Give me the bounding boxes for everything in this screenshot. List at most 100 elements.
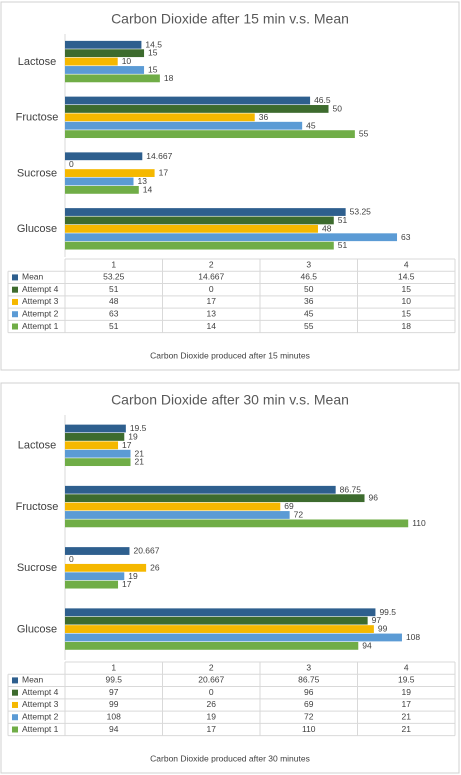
legend-label: Attempt 3 — [22, 699, 59, 709]
table-value: 15 — [402, 308, 412, 318]
table-value: 15 — [402, 284, 412, 294]
legend-label: Attempt 3 — [22, 296, 59, 306]
table-value: 50 — [304, 284, 314, 294]
bar — [65, 502, 281, 511]
category-label: Fructose — [16, 501, 59, 513]
bar — [65, 74, 160, 83]
bar — [65, 152, 143, 161]
chart-title: Carbon Dioxide after 30 min v.s. Mean — [111, 392, 349, 408]
x-axis-title: Carbon Dioxide produced after 30 minutes — [150, 753, 310, 763]
legend-swatch — [12, 701, 18, 708]
bar — [65, 424, 126, 433]
bar — [65, 57, 118, 66]
data-label: 14.667 — [146, 151, 172, 161]
table-header: 4 — [404, 662, 409, 672]
table-value: 17 — [402, 699, 412, 709]
table-header: 2 — [209, 259, 214, 269]
category-label: Lactose — [18, 440, 57, 452]
data-label: 21 — [135, 457, 145, 467]
data-label: 19 — [128, 431, 138, 441]
bar — [65, 113, 255, 122]
table-value: 108 — [107, 711, 121, 721]
data-label: 110 — [412, 518, 426, 528]
chart-frame — [0, 382, 460, 774]
bar — [65, 49, 145, 58]
table-header: 4 — [404, 259, 409, 269]
bar — [65, 449, 131, 458]
data-label: 50 — [333, 103, 343, 113]
data-label: 63 — [401, 232, 411, 242]
legend-label: Attempt 4 — [22, 284, 59, 294]
table-value: 69 — [304, 699, 314, 709]
legend-label: Attempt 2 — [22, 711, 59, 721]
table-value: 10 — [402, 296, 412, 306]
legend-swatch — [12, 323, 18, 330]
legend-label: Mean — [22, 272, 44, 282]
data-label: 20.667 — [133, 546, 159, 556]
data-label: 17 — [159, 168, 169, 178]
table-header: 1 — [111, 259, 116, 269]
data-label: 48 — [322, 223, 332, 233]
bar — [65, 130, 355, 139]
chart-frame — [0, 1, 460, 371]
legend-label: Attempt 1 — [22, 321, 59, 331]
table-header: 2 — [209, 662, 214, 672]
table-header: 3 — [306, 259, 311, 269]
bar — [65, 580, 119, 589]
table-value: 17 — [207, 724, 217, 734]
data-label: 18 — [164, 73, 174, 83]
chart-title: Carbon Dioxide after 15 min v.s. Mean — [111, 11, 349, 27]
bar — [65, 633, 402, 642]
bar — [65, 224, 318, 233]
legend-swatch — [12, 677, 18, 684]
data-label: 86.75 — [340, 484, 362, 494]
table-value: 55 — [304, 321, 314, 331]
table-value: 20.667 — [198, 675, 224, 685]
table-value: 14.5 — [398, 272, 415, 282]
legend-swatch — [12, 726, 18, 733]
legend-swatch — [12, 714, 18, 721]
table-value: 45 — [304, 308, 314, 318]
bar — [65, 40, 142, 49]
data-label: 55 — [359, 129, 369, 139]
data-label: 108 — [406, 632, 420, 642]
legend-swatch — [12, 286, 18, 293]
table-value: 26 — [207, 699, 217, 709]
table-value: 96 — [304, 687, 314, 697]
table-value: 0 — [209, 687, 214, 697]
data-label: 19.5 — [130, 423, 147, 433]
data-label: 99.5 — [379, 607, 396, 617]
table-value: 110 — [302, 724, 316, 734]
bar — [65, 616, 368, 625]
table-value: 51 — [109, 284, 119, 294]
table-value: 17 — [207, 296, 217, 306]
legend-swatch — [12, 311, 18, 318]
table-value: 94 — [109, 724, 119, 734]
legend-swatch — [12, 274, 18, 281]
data-label: 15 — [148, 48, 158, 58]
data-label: 26 — [150, 562, 160, 572]
bar — [65, 608, 376, 617]
x-axis-title: Carbon Dioxide produced after 15 minutes — [150, 350, 310, 360]
bar — [65, 105, 329, 113]
data-label: 51 — [338, 215, 348, 225]
data-label: 46.5 — [314, 95, 331, 105]
bar — [65, 185, 139, 194]
table-value: 13 — [207, 308, 217, 318]
bar — [65, 216, 334, 225]
bar — [65, 169, 155, 177]
bar — [65, 208, 346, 216]
bar — [65, 485, 336, 494]
table-value: 99.5 — [105, 675, 122, 685]
table-header: 1 — [111, 662, 116, 672]
table-value: 21 — [402, 711, 412, 721]
legend-label: Attempt 4 — [22, 687, 59, 697]
table-header: 3 — [306, 662, 311, 672]
bar — [65, 241, 334, 250]
table-value: 21 — [402, 724, 412, 734]
category-label: Fructose — [16, 112, 59, 124]
legend-swatch — [12, 298, 18, 305]
bar — [65, 519, 409, 528]
data-label: 17 — [122, 440, 132, 450]
